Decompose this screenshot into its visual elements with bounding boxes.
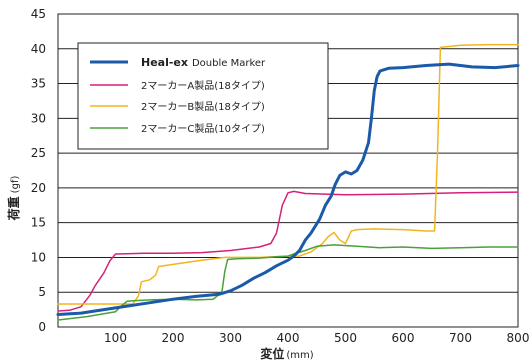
x-axis-label: 変位 (mm) xyxy=(260,346,313,361)
svg-text:変位(mm): 変位 (mm) xyxy=(260,346,313,361)
x-tick-label: 600 xyxy=(392,331,415,345)
y-axis-title: 荷重 xyxy=(6,196,21,221)
legend-entry: Heal-ex Double Marker xyxy=(141,56,266,69)
y-tick-label: 25 xyxy=(31,146,46,160)
legend-entry: 2マーカーC製品(10タイプ) xyxy=(141,122,265,135)
y-axis-unit: (gf) xyxy=(10,176,21,194)
x-tick-label: 200 xyxy=(162,331,185,345)
series-line xyxy=(56,62,520,316)
series-line xyxy=(57,43,519,305)
legend-entry: 2マーカーA製品(18タイプ) xyxy=(141,79,265,92)
series-line xyxy=(57,190,519,312)
y-axis-label: 荷重 (gf) xyxy=(6,176,21,222)
x-axis-ticks: 100 200 300 400 500 600 700 800 xyxy=(104,331,529,345)
x-axis-title: 変位 xyxy=(260,346,284,361)
x-axis-unit: (mm) xyxy=(286,350,313,361)
legend: Heal-ex Double Marker 2マーカーA製品(18タイプ) 2マーカー… xyxy=(77,42,329,150)
y-tick-label: 40 xyxy=(31,42,46,56)
y-tick-label: 0 xyxy=(38,320,46,334)
y-tick-label: 10 xyxy=(31,250,46,264)
x-tick-label: 500 xyxy=(334,331,357,345)
plot-area xyxy=(57,13,519,328)
y-tick-label: 15 xyxy=(31,216,46,230)
x-tick-label: 300 xyxy=(219,331,242,345)
y-tick-label: 30 xyxy=(31,111,46,125)
legend-entry: 2マーカーB製品(18タイプ) xyxy=(141,100,265,113)
series-lines xyxy=(56,43,520,321)
x-tick-label: 800 xyxy=(507,331,529,345)
y-tick-label: 20 xyxy=(31,181,46,195)
y-tick-label: 45 xyxy=(31,7,46,21)
y-tick-label: 35 xyxy=(31,77,46,91)
series-line xyxy=(57,244,519,321)
y-tick-label: 5 xyxy=(38,285,46,299)
x-tick-label: 700 xyxy=(449,331,472,345)
x-tick-label: 400 xyxy=(277,331,300,345)
x-tick-label: 100 xyxy=(104,331,127,345)
svg-text:荷重(gf): 荷重 (gf) xyxy=(6,176,21,222)
y-axis-ticks: 0 5 10 15 20 25 30 35 40 45 xyxy=(31,7,46,334)
